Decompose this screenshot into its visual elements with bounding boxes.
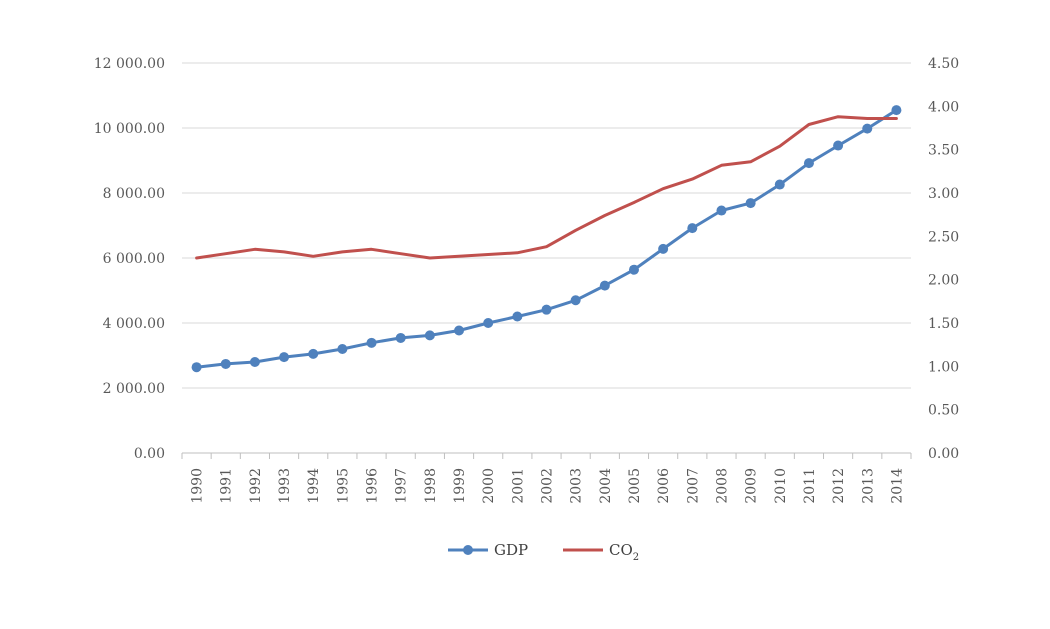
x-axis: 1990 1991 1992 1993 1994 1995 1996 1997 1998 1999… [181,452,912,504]
legend-item-gdp[interactable]: GDP [448,541,528,559]
data-point-gdp[interactable] [599,280,610,291]
x-tick-label: 2013 [860,468,876,504]
data-point-gdp[interactable] [745,198,756,209]
x-tick-label: 2001 [510,468,526,504]
x-tick-label: 1990 [190,468,206,504]
data-point-gdp[interactable] [541,304,552,315]
x-tick-label: 2010 [773,468,789,504]
legend: GDP CO2 [448,541,639,563]
right-tick-label: 3.50 [928,143,959,159]
x-tick-label: 2004 [598,468,614,504]
series-line-gdp [195,108,898,369]
data-point-gdp[interactable] [191,362,202,373]
x-tick-label: 1993 [277,468,293,504]
data-point-gdp[interactable] [424,330,435,341]
data-point-gdp[interactable] [774,179,785,190]
legend-marker-gdp [463,545,473,555]
data-point-gdp[interactable] [803,158,814,169]
data-point-gdp[interactable] [220,358,231,369]
right-tick-label: 2.50 [928,229,959,245]
left-tick-label: 12 000.00 [94,56,165,72]
x-tick-label: 2008 [714,468,730,504]
left-tick-label: 8 000.00 [103,186,165,202]
x-tick-label: 1997 [394,468,410,504]
data-point-gdp[interactable] [279,352,290,363]
x-tick-label: 2000 [481,468,497,504]
x-tick-label: 2012 [831,468,847,504]
legend-label-gdp: GDP [494,541,528,559]
plot-series [191,105,902,373]
data-point-gdp[interactable] [308,348,319,359]
x-tick-label: 2003 [569,468,585,504]
left-y-axis: 0.00 2 000.00 4 000.00 6 000.00 8 000.00 10 0… [94,56,165,462]
data-point-gdp[interactable] [658,243,669,254]
right-tick-label: 1.00 [928,359,959,375]
series-line-co2 [195,115,898,260]
data-point-gdp[interactable] [687,223,698,234]
data-point-gdp[interactable] [891,105,902,116]
legend-label-co2: CO2 [609,541,639,563]
right-tick-label: 3.00 [928,186,959,202]
right-tick-label: 4.00 [928,99,959,115]
data-point-gdp[interactable] [628,264,639,275]
right-y-axis: 0.00 0.50 1.00 1.50 2.00 2.50 3.00 3.50 4.00 4.50 [928,56,959,462]
right-tick-label: 2.00 [928,273,959,289]
x-tick-label: 1999 [452,468,468,504]
left-tick-label: 4 000.00 [103,316,165,332]
data-point-gdp[interactable] [454,325,465,336]
x-tick-label: 1995 [335,468,351,504]
x-tick-label: 2006 [656,468,672,504]
left-tick-label: 2 000.00 [103,381,165,397]
x-tick-label: 2014 [889,468,905,504]
legend-item-co2[interactable]: CO2 [563,541,639,563]
data-point-gdp[interactable] [366,337,377,348]
x-tick-label: 1992 [248,468,264,504]
x-tick-label: 2009 [744,468,760,504]
x-tick-label: 2007 [685,468,701,504]
data-point-gdp[interactable] [570,295,581,306]
x-tick-label: 2002 [540,468,556,504]
x-tick-label: 1998 [423,468,439,504]
x-tick-label: 2005 [627,468,643,504]
x-tick-label: 2011 [802,468,818,504]
x-tick-label: 1994 [306,468,322,504]
data-point-gdp[interactable] [716,205,727,216]
left-tick-label: 6 000.00 [103,251,165,267]
right-tick-label: 0.50 [928,403,959,419]
x-tick-label: 1996 [365,468,381,504]
data-point-gdp[interactable] [395,332,406,343]
right-tick-label: 4.50 [928,56,959,72]
left-tick-label: 0.00 [134,446,165,462]
data-point-gdp[interactable] [483,318,494,328]
x-tick-label: 1991 [219,468,235,504]
right-tick-label: 1.50 [928,316,959,332]
data-point-gdp[interactable] [833,140,844,151]
data-point-gdp[interactable] [337,344,348,354]
gridlines [182,62,911,389]
left-tick-label: 10 000.00 [94,121,165,137]
data-point-gdp[interactable] [512,311,523,322]
data-point-gdp[interactable] [249,357,260,367]
data-point-gdp[interactable] [862,123,873,134]
right-tick-label: 0.00 [928,446,959,462]
